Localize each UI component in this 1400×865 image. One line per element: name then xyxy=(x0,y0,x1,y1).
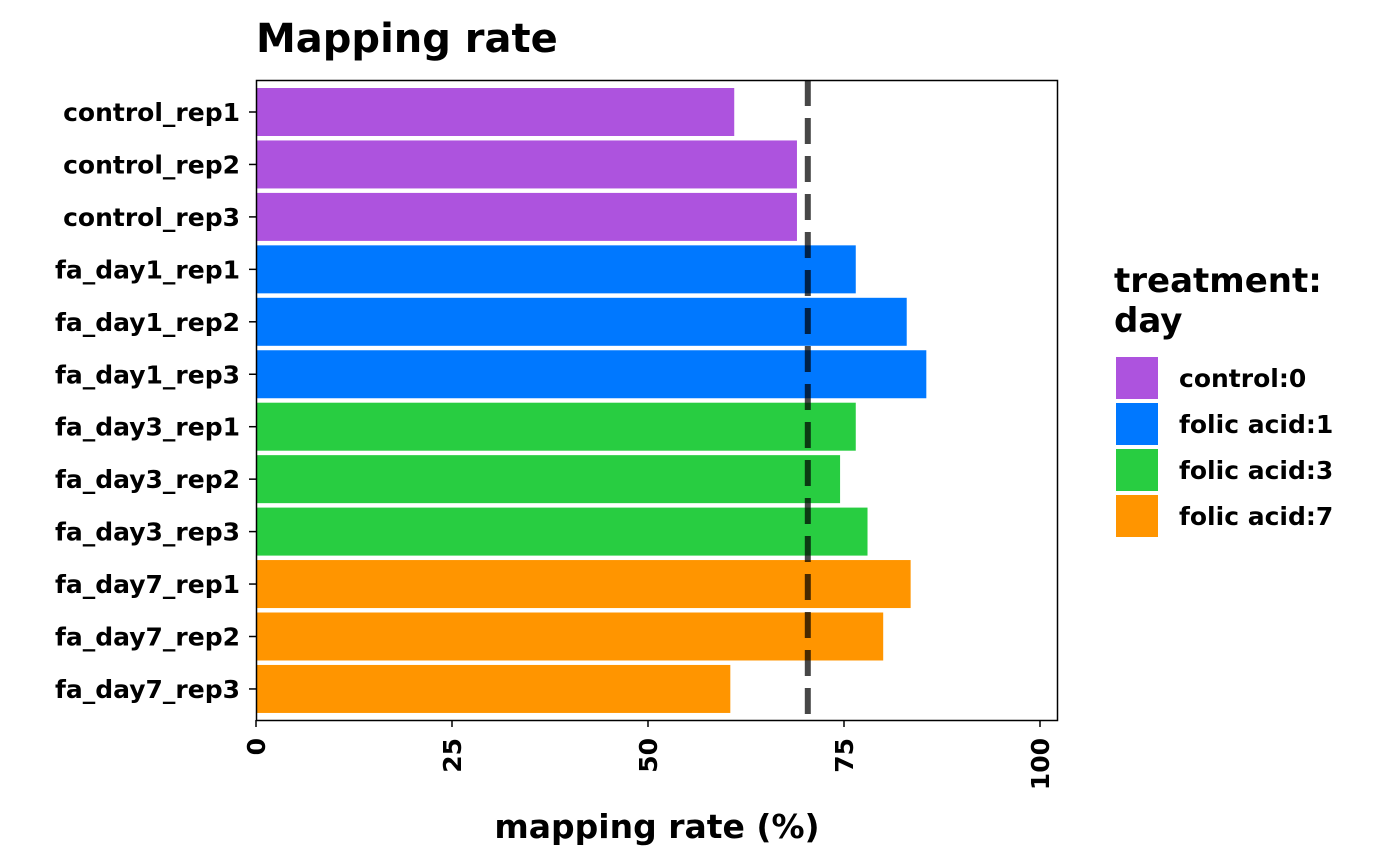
y-tick-label: fa_day3_rep1 xyxy=(55,413,240,442)
legend-swatch xyxy=(1116,495,1158,537)
bar-control_rep2 xyxy=(256,140,797,189)
bars-group xyxy=(256,88,927,713)
y-tick-label: fa_day3_rep3 xyxy=(55,518,240,547)
x-tick-label: 100 xyxy=(1026,738,1055,790)
bar-fa_day1_rep2 xyxy=(256,297,907,346)
x-tick-label: 75 xyxy=(830,738,859,773)
x-axis-label: mapping rate (%) xyxy=(494,807,819,846)
bar-fa_day3_rep1 xyxy=(256,402,856,451)
x-tick-label: 0 xyxy=(242,738,271,755)
y-tick-label: fa_day7_rep2 xyxy=(55,623,240,652)
legend: treatment: day control:0 folic acid:1 foli… xyxy=(1114,261,1333,537)
y-axis-ticks: control_rep1 control_rep2 control_rep3 fa_d… xyxy=(55,98,256,704)
bar-fa_day3_rep2 xyxy=(256,455,841,504)
legend-swatch xyxy=(1116,357,1158,399)
legend-label: folic acid:3 xyxy=(1179,456,1333,485)
y-tick-label: control_rep3 xyxy=(63,203,240,232)
x-tick-label: 50 xyxy=(634,738,663,773)
y-tick-label: control_rep2 xyxy=(63,150,240,179)
y-tick-label: fa_day1_rep2 xyxy=(55,308,240,337)
bar-fa_day1_rep3 xyxy=(256,350,927,399)
bar-fa_day7_rep3 xyxy=(256,664,731,713)
legend-title-line2: day xyxy=(1114,301,1182,341)
bar-control_rep1 xyxy=(256,88,735,136)
legend-label: folic acid:7 xyxy=(1179,502,1333,531)
x-tick-label: 25 xyxy=(438,738,467,773)
legend-swatch xyxy=(1116,403,1158,445)
bar-fa_day7_rep1 xyxy=(256,560,911,609)
plot-panel-border xyxy=(255,79,1059,722)
y-tick-label: fa_day1_rep1 xyxy=(55,255,240,284)
y-tick-label: fa_day7_rep3 xyxy=(55,675,240,704)
bar-fa_day1_rep1 xyxy=(256,245,856,294)
bar-fa_day7_rep2 xyxy=(256,612,884,661)
legend-label: folic acid:1 xyxy=(1179,410,1333,439)
bar-control_rep3 xyxy=(256,192,797,241)
y-tick-label: fa_day1_rep3 xyxy=(55,360,240,389)
y-tick-label: fa_day3_rep2 xyxy=(55,465,240,494)
legend-label: control:0 xyxy=(1179,364,1306,393)
legend-swatch xyxy=(1116,449,1158,491)
chart-title: Mapping rate xyxy=(256,16,558,62)
y-tick-label: control_rep1 xyxy=(63,98,240,127)
bar-fa_day3_rep3 xyxy=(256,507,868,556)
y-tick-label: fa_day7_rep1 xyxy=(55,570,240,599)
x-axis-ticks: 0 25 50 75 100 xyxy=(242,720,1055,790)
legend-title-line1: treatment: xyxy=(1114,261,1322,301)
